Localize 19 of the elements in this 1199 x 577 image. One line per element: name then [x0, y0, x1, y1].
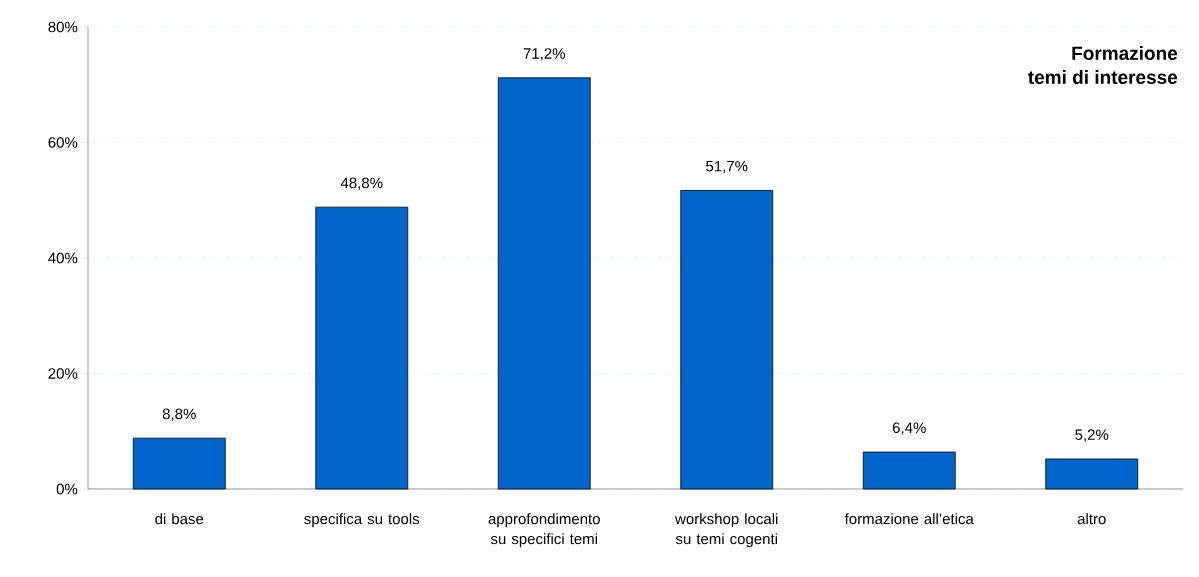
- y-tick-label: 80%: [48, 21, 78, 33]
- x-tick-label: altro: [1077, 513, 1106, 525]
- y-tick-label: 60%: [48, 137, 78, 148]
- data-label: 6,4%: [892, 422, 926, 435]
- y-tick-label: 40%: [48, 252, 78, 264]
- x-tick-label: formazione all’etica: [844, 513, 974, 525]
- text: temi di interesse: [1028, 70, 1178, 84]
- text: Formazione: [1072, 46, 1178, 61]
- data-label: 48,8%: [340, 177, 383, 190]
- x-tick-label: workshop locali su temi cogenti: [675, 513, 778, 548]
- data-label: 51,7%: [706, 160, 748, 174]
- data-label: 5,2%: [1075, 429, 1109, 442]
- y-tick-label: 20%: [48, 368, 78, 379]
- data-label: 8,8%: [162, 408, 196, 421]
- y-tick-label: 0%: [56, 483, 78, 495]
- x-tick-label: approfondimento su specifici temi: [488, 513, 600, 548]
- data-label: 71,2%: [523, 48, 565, 61]
- x-tick-label: specifica su tools: [304, 513, 420, 528]
- x-tick-label: di base: [155, 513, 204, 525]
